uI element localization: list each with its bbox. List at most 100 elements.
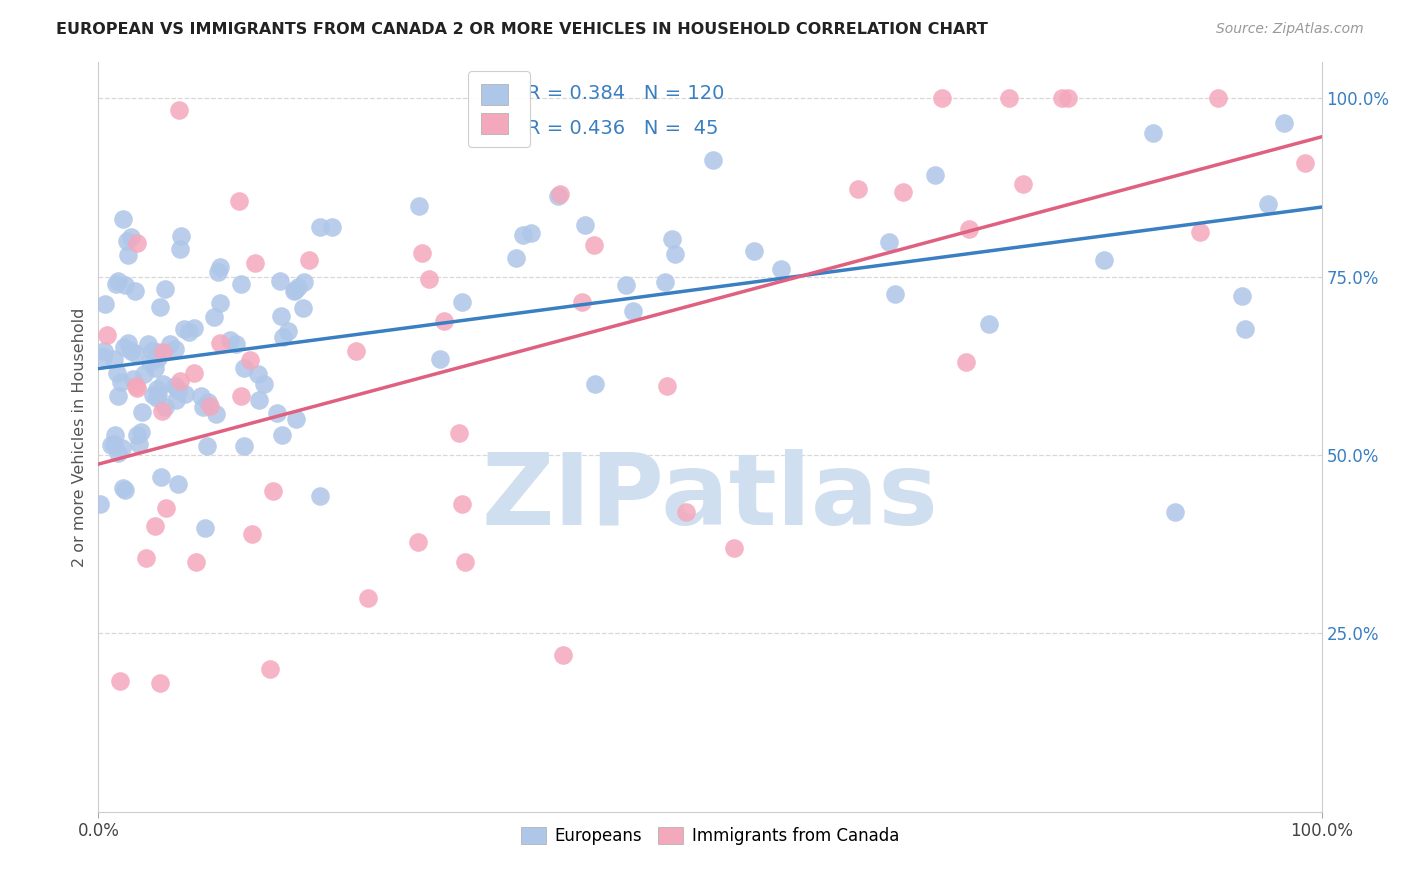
Point (194, 520, 217, 534)
Point (582, 238, 605, 252)
Point (145, 391, 167, 405)
Point (193, 400, 215, 414)
Point (287, 280, 309, 294)
Point (186, 555, 208, 569)
Point (1164, 505, 1187, 519)
Point (146, 345, 169, 359)
Point (150, 469, 173, 483)
Point (150, 404, 173, 418)
Point (105, 367, 128, 381)
Text: R = 0.436   N =  45: R = 0.436 N = 45 (526, 119, 718, 138)
Point (1206, 91, 1229, 105)
Point (132, 368, 155, 382)
Point (243, 256, 266, 270)
Point (262, 483, 284, 498)
Point (240, 527, 263, 541)
Point (120, 343, 142, 358)
Point (111, 441, 134, 455)
Point (127, 381, 149, 395)
Point (877, 235, 900, 249)
Point (117, 248, 139, 262)
Point (229, 389, 252, 403)
Point (1257, 197, 1279, 211)
Point (284, 412, 307, 426)
Point (149, 300, 172, 314)
Point (429, 352, 451, 367)
Point (344, 343, 367, 358)
Text: EUROPEAN VS IMMIGRANTS FROM CANADA 2 OR MORE VEHICLES IN HOUSEHOLD CORRELATION C: EUROPEAN VS IMMIGRANTS FROM CANADA 2 OR … (56, 22, 988, 37)
Point (1272, 116, 1295, 130)
Point (207, 265, 229, 279)
Point (96, 327, 118, 342)
Point (155, 501, 177, 516)
Point (89, 497, 111, 511)
Point (547, 189, 569, 203)
Point (270, 309, 292, 323)
Point (406, 534, 429, 549)
Point (163, 379, 186, 393)
Point (153, 283, 176, 297)
Point (259, 662, 281, 676)
Point (131, 405, 153, 419)
Point (884, 287, 907, 301)
Point (614, 278, 637, 293)
Point (108, 673, 131, 688)
Point (146, 351, 169, 365)
Point (505, 251, 527, 265)
Point (253, 376, 276, 391)
Point (931, 91, 953, 105)
Point (146, 382, 169, 396)
Point (1012, 178, 1035, 192)
Point (512, 227, 534, 242)
Point (139, 355, 162, 369)
Point (451, 498, 474, 512)
Point (208, 296, 231, 310)
Point (112, 341, 135, 355)
Point (454, 555, 477, 569)
Text: R = 0.384   N = 120: R = 0.384 N = 120 (526, 85, 724, 103)
Point (955, 355, 977, 369)
Point (574, 219, 596, 233)
Point (100, 438, 122, 452)
Point (308, 490, 330, 504)
Point (112, 211, 135, 226)
Point (111, 481, 134, 495)
Point (266, 406, 288, 420)
Point (1294, 155, 1316, 169)
Point (202, 310, 225, 325)
Point (124, 345, 146, 359)
Point (165, 392, 187, 407)
Point (239, 353, 262, 368)
Point (553, 648, 575, 662)
Point (770, 261, 793, 276)
Point (93, 297, 115, 311)
Point (654, 275, 676, 289)
Point (1052, 91, 1074, 105)
Point (408, 199, 430, 213)
Point (1233, 322, 1256, 336)
Point (103, 437, 125, 451)
Point (270, 428, 292, 442)
Point (127, 236, 149, 251)
Point (124, 285, 146, 299)
Point (148, 388, 170, 402)
Point (195, 439, 218, 453)
Point (104, 428, 127, 442)
Point (174, 387, 197, 401)
Point (232, 361, 254, 376)
Point (269, 274, 291, 288)
Text: ZIPatlas: ZIPatlas (482, 449, 938, 546)
Point (356, 591, 378, 605)
Point (125, 379, 148, 393)
Point (702, 153, 724, 167)
Point (105, 277, 128, 291)
Point (173, 322, 195, 336)
Point (107, 446, 129, 460)
Point (114, 483, 136, 498)
Point (107, 389, 129, 403)
Point (723, 541, 745, 555)
Point (977, 317, 1000, 331)
Point (291, 301, 314, 316)
Point (247, 367, 270, 381)
Point (169, 375, 191, 389)
